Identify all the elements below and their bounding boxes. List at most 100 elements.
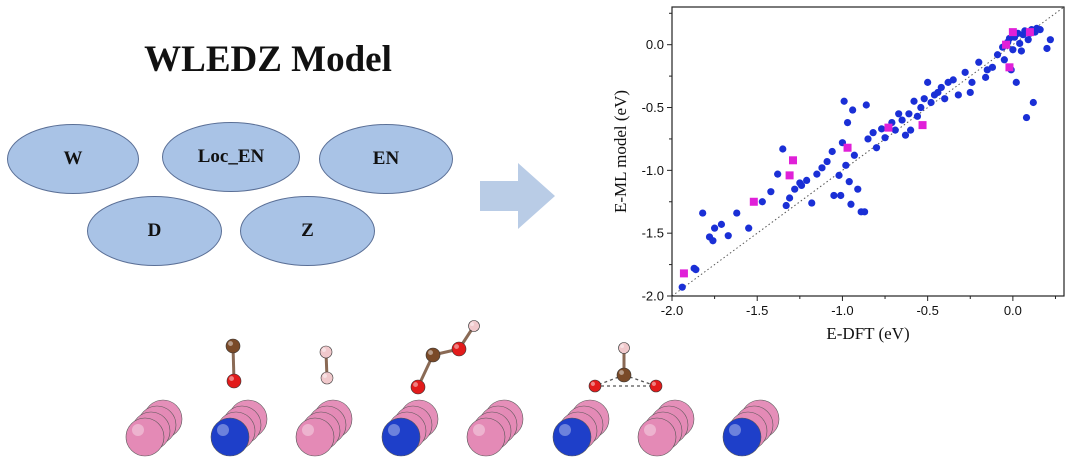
data-point-circle <box>910 97 918 105</box>
data-point-circle <box>835 171 843 179</box>
data-point-circle <box>782 201 790 210</box>
scatter-chart: -2.0 -1.5 -1.0 -0.5 0.0 -2.0-1.5-1.0-0.50.0 … <box>611 6 1065 343</box>
data-point-circle <box>830 191 838 200</box>
data-point-circle <box>949 76 957 84</box>
data-point-circle <box>975 58 983 66</box>
data-point-circle <box>699 209 707 217</box>
data-point-circle <box>842 161 850 169</box>
data-point-circle <box>818 164 826 172</box>
data-point-square <box>918 121 927 130</box>
data-point-circle <box>872 144 881 152</box>
dopant-atom-column <box>210 399 268 457</box>
data-point-circle <box>823 157 831 166</box>
data-point-circle <box>961 68 969 76</box>
data-point-circle <box>678 283 686 291</box>
data-point-square <box>1025 28 1034 37</box>
y-axis-label: E-ML model (eV) <box>611 90 630 213</box>
oxygen-atom-icon <box>226 373 242 389</box>
hydrogen-atom-icon <box>618 342 630 354</box>
host-atom-column <box>295 399 353 457</box>
plot-frame <box>671 6 1065 297</box>
data-point-circle <box>941 95 949 103</box>
data-point-circle <box>1036 26 1044 34</box>
data-point-circle <box>898 116 906 124</box>
data-point-circle <box>774 170 782 178</box>
x-tick-label: -1.5 <box>746 303 768 318</box>
host-atom-column <box>125 399 183 457</box>
data-point-circle <box>791 185 799 193</box>
data-point-square <box>789 156 798 165</box>
data-point-circle <box>968 78 976 86</box>
data-point-circle <box>1017 47 1025 55</box>
data-point-circle <box>869 129 877 137</box>
data-point-circle <box>920 95 928 103</box>
data-point-circle <box>733 209 741 217</box>
oxygen-atom-icon <box>588 379 602 393</box>
data-point-circle <box>786 194 794 202</box>
model-title: WLEDZ Model <box>144 39 392 80</box>
data-point-circle <box>692 266 700 274</box>
data-point-circle <box>1022 113 1031 122</box>
data-point-circle <box>895 110 903 118</box>
data-point-circle <box>767 188 775 196</box>
data-point-circle <box>881 134 889 142</box>
data-point-circle <box>828 147 836 156</box>
data-point-circle <box>1016 39 1024 48</box>
carbon-atom-icon <box>616 367 632 383</box>
data-point-circle <box>917 103 925 112</box>
data-point-circle <box>927 98 935 107</box>
diagonal-reference-line <box>671 6 1065 297</box>
feature-label-loc-en: Loc_EN <box>197 146 265 167</box>
dopant-atom-column <box>722 399 780 457</box>
feature-label-w: W <box>63 148 83 169</box>
data-point-circle <box>724 232 732 240</box>
data-point-circle <box>840 97 848 105</box>
feature-ellipse-loc-en: Loc_EN <box>162 122 300 192</box>
data-point-square <box>1005 63 1014 72</box>
data-point-circle <box>837 191 845 200</box>
feature-ellipse-en: EN <box>319 124 453 194</box>
host-atom-column <box>637 399 695 457</box>
data-point-circle <box>849 106 857 114</box>
feature-label-z: Z <box>301 220 314 241</box>
data-point-circle <box>937 83 945 92</box>
data-point-circle <box>1012 78 1020 86</box>
data-point-circle <box>983 66 991 74</box>
data-point-circle <box>878 125 886 133</box>
feature-ellipse-z: Z <box>240 196 375 266</box>
data-point-circle <box>717 220 726 228</box>
x-tick-label: 0.0 <box>1004 303 1022 318</box>
data-point-circle <box>993 51 1002 59</box>
data-point-circle <box>862 101 870 109</box>
data-point-circle <box>924 78 932 86</box>
data-point-circle <box>1029 98 1037 107</box>
data-point-circle <box>847 200 855 208</box>
carbon-atom-icon <box>225 338 241 354</box>
feature-label-en: EN <box>372 148 400 169</box>
data-point-circle <box>913 112 922 120</box>
adsorbate-molecules <box>225 320 663 395</box>
data-point-circle <box>1043 44 1051 53</box>
data-point-circle <box>813 170 821 178</box>
data-point-circle <box>779 145 787 153</box>
data-point-square <box>843 143 852 152</box>
oxygen-atom-icon <box>649 379 663 393</box>
data-point-circle <box>854 185 862 193</box>
data-point-circle <box>711 224 719 232</box>
host-atom-column <box>466 399 524 457</box>
data-point-circle <box>901 131 910 139</box>
data-point-circle <box>891 126 899 134</box>
data-point-circle <box>1046 36 1054 44</box>
data-point-circle <box>1009 46 1017 54</box>
data-point-circle <box>1024 36 1032 44</box>
data-point-square <box>1002 40 1011 49</box>
data-point-circle <box>966 88 974 97</box>
hydrogen-atom-icon <box>468 320 480 332</box>
dopant-atom-column <box>381 399 439 457</box>
data-point-circle <box>982 73 990 81</box>
x-tick-label: -0.5 <box>916 303 938 318</box>
dopant-atom-column <box>552 399 610 457</box>
feature-label-d: D <box>147 220 162 241</box>
y-tick-label: -0.5 <box>642 100 664 115</box>
hydrogen-atom-icon <box>319 345 333 359</box>
